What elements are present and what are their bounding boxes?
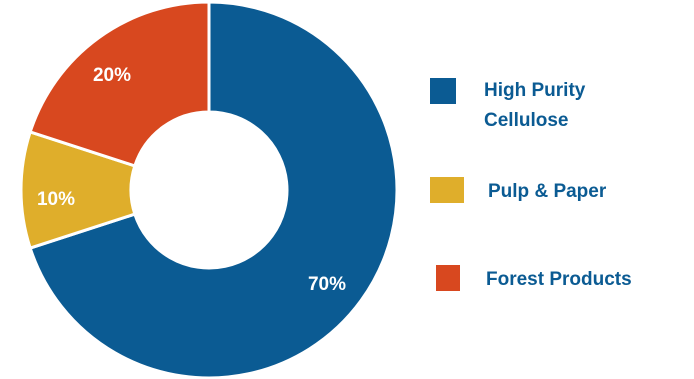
slice-forest-products <box>28 0 211 168</box>
donut-chart: 70% 10% 20% <box>19 0 399 379</box>
legend-swatch-high-purity-cellulose <box>430 78 456 104</box>
legend-swatch-pulp-paper <box>430 177 464 203</box>
legend-label-line: High Purity <box>484 80 586 101</box>
legend-item-pulp-paper: Pulp & Paper <box>430 177 606 207</box>
legend-label-pulp-paper: Pulp & Paper <box>488 177 606 207</box>
legend-item-forest-products: Forest Products <box>430 265 632 295</box>
data-label-forest-products: 20% <box>93 65 131 86</box>
legend-swatch-forest-products <box>436 265 460 291</box>
data-label-high-purity-cellulose: 70% <box>308 274 346 295</box>
legend-label-line: Pulp & Paper <box>488 181 607 202</box>
legend-label-line: Forest Products <box>486 269 632 290</box>
legend-label-line: Cellulose <box>484 110 569 131</box>
slice-high-purity-cellulose <box>28 0 399 379</box>
data-label-pulp-paper: 10% <box>37 189 75 210</box>
legend-label-forest-products: Forest Products <box>486 265 632 295</box>
legend-label-high-purity-cellulose: High Purity Cellulose <box>484 76 585 136</box>
legend-item-high-purity-cellulose: High Purity Cellulose <box>430 78 585 136</box>
chart-legend: High Purity Cellulose Pulp & Paper Fores… <box>430 0 694 379</box>
